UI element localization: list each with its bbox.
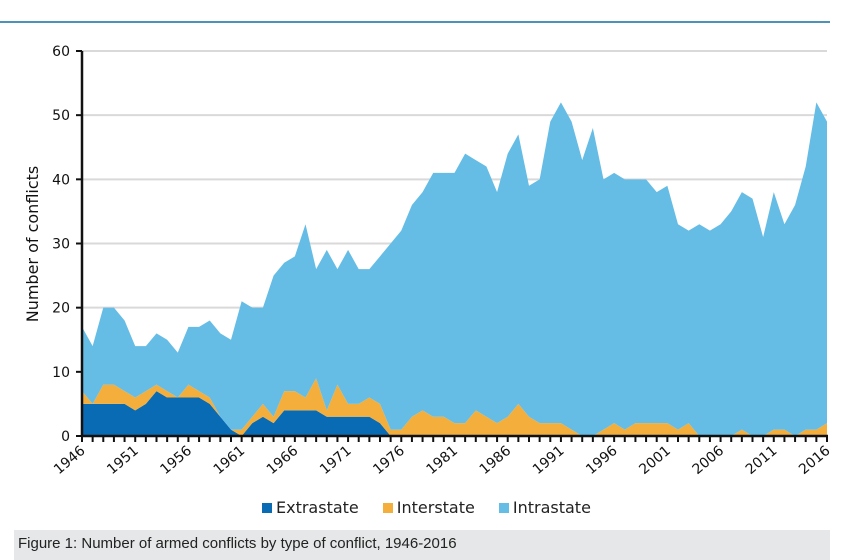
y-tick-label: 20 [52, 301, 70, 317]
x-tick-label: 1981 [423, 443, 461, 478]
legend-swatch-extrastate [262, 502, 272, 513]
area-interstate [82, 378, 827, 436]
legend-item-interstate: Interstate [382, 498, 475, 517]
x-tick-label: 1951 [104, 443, 142, 478]
x-tick-label: 2011 [743, 443, 781, 478]
legend-item-extrastate: Extrastate [262, 498, 359, 517]
x-tick-label: 1996 [583, 443, 621, 478]
area-extrastate [82, 391, 827, 436]
y-tick-label: 30 [52, 237, 70, 253]
y-tick-label: 50 [52, 108, 70, 124]
y-axis-title: Number of conflicts [23, 166, 42, 323]
area-intrastate [82, 102, 827, 436]
x-tick-label: 1961 [211, 443, 249, 478]
area-series [82, 102, 827, 436]
header-rule [0, 21, 830, 23]
x-tick-labels: 1946 1951 1956 1961 1966 1971 1976 1981 1986 1991… [51, 443, 834, 478]
figure-caption-box: Figure 1: Number of armed conflicts by t… [14, 530, 830, 560]
y-tick-label: 10 [52, 365, 70, 381]
x-tick-label: 1971 [317, 443, 355, 478]
x-tick-label: 1966 [264, 443, 302, 478]
y-tick-label: 40 [52, 172, 70, 188]
legend-label-extrastate: Extrastate [276, 498, 359, 517]
x-tick-label: 2006 [690, 443, 728, 478]
figure-caption: Figure 1: Number of armed conflicts by t… [18, 535, 457, 552]
x-tick-label: 2016 [796, 443, 834, 478]
x-tick-label: 1986 [477, 443, 515, 478]
axes [76, 50, 828, 442]
x-tick-label: 1991 [530, 443, 568, 478]
x-tick-label: 1946 [51, 443, 89, 478]
y-tick-label: 60 [52, 44, 70, 60]
legend-label-interstate: Interstate [396, 498, 475, 517]
legend-swatch-intrastate [498, 502, 509, 513]
y-tick-labels: 0 10 20 30 40 50 60 [52, 44, 70, 445]
x-tick-label: 2001 [636, 443, 674, 478]
legend-item-intrastate: Intrastate [498, 498, 591, 517]
x-tick-label: 1976 [370, 443, 408, 478]
legend-label-intrastate: Intrastate [512, 498, 591, 517]
legend: Extrastate Interstate Intrastate [262, 498, 591, 517]
y-tick-label: 0 [61, 429, 70, 445]
x-tick-label: 1956 [157, 443, 195, 478]
legend-swatch-interstate [382, 502, 393, 513]
